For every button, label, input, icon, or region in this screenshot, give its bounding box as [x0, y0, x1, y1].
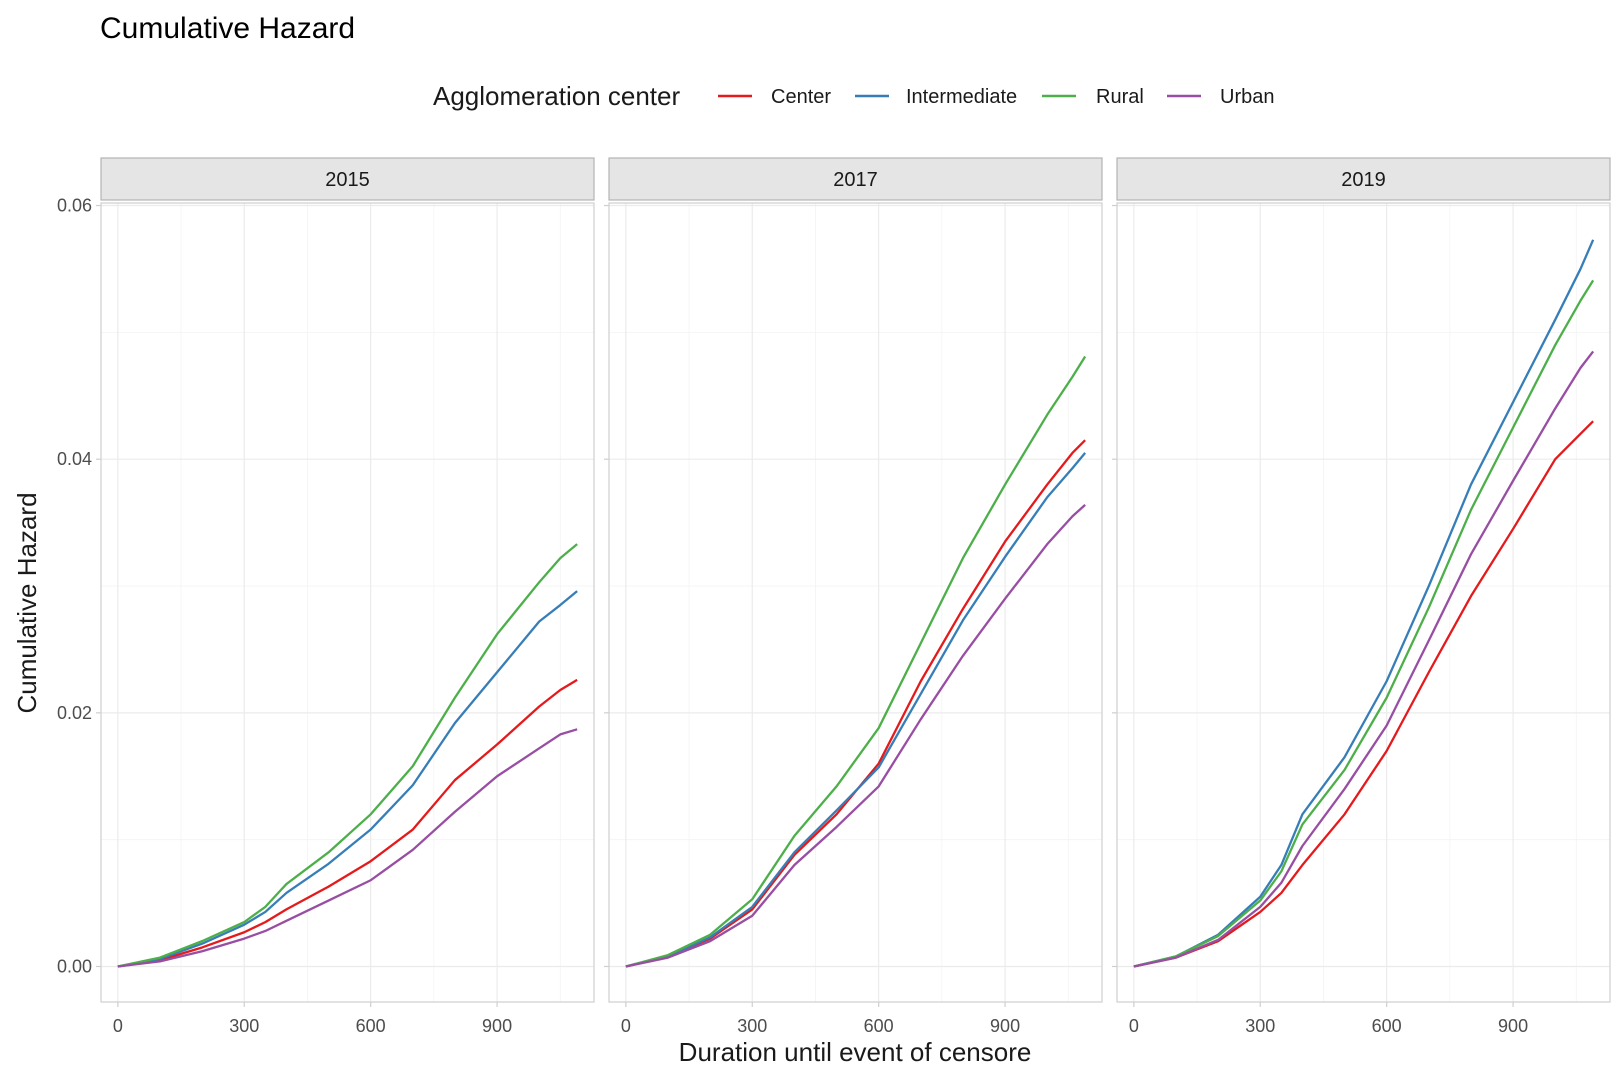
series-line-2015-intermediate: [117, 590, 578, 968]
y-tick-label: 0.02: [57, 703, 92, 723]
legend-label-center: Center: [771, 86, 831, 108]
facet-panels: 2015 0 300 600 900 0.00 0.02 0.04 0.06 2017 0 300 60…: [57, 157, 1611, 1036]
x-tick-label: 0: [113, 1016, 123, 1036]
y-tick-label: 0.06: [57, 196, 92, 216]
legend-item-rural: Rural: [1042, 86, 1144, 108]
panel-border-2017: [608, 202, 1103, 1003]
x-tick-label: 600: [1372, 1016, 1402, 1036]
facet-panel-2017: 2017 0 300 600 900: [604, 157, 1103, 1036]
panel-border-2015: [100, 202, 595, 1003]
series-line-2015-urban: [117, 728, 578, 968]
series-line-2017-intermediate: [625, 452, 1087, 968]
legend-item-center: Center: [718, 86, 831, 108]
legend-title: Agglomeration center: [433, 81, 680, 111]
x-tick-label: 300: [737, 1016, 767, 1036]
facet-strip-label-2019: 2019: [1341, 169, 1386, 191]
series-line-2015-center: [117, 678, 578, 968]
series-line-2017-urban: [625, 503, 1086, 968]
x-tick-label: 0: [1129, 1016, 1139, 1036]
facet-panel-2019: 2019 0 300 600 900: [1112, 157, 1611, 1036]
panel-border-2019: [1116, 202, 1611, 1003]
legend-label-intermediate: Intermediate: [906, 86, 1017, 108]
series-line-2017-center: [625, 439, 1086, 968]
y-tick-label: 0.04: [57, 449, 92, 469]
legend-item-intermediate: Intermediate: [855, 86, 1017, 108]
chart-title: Cumulative Hazard: [100, 12, 355, 45]
x-tick-label: 600: [864, 1016, 894, 1036]
series-line-2017-rural: [625, 355, 1087, 968]
facet-strip-label-2017: 2017: [833, 169, 878, 191]
legend: Agglomeration center Center Intermediate R…: [433, 81, 1274, 111]
facet-strip-2017: [608, 157, 1103, 201]
x-tick-label: 300: [1245, 1016, 1275, 1036]
x-tick-label: 900: [482, 1016, 512, 1036]
x-tick-label: 900: [1498, 1016, 1528, 1036]
legend-item-urban: Urban: [1167, 86, 1274, 108]
series-line-2019-intermediate: [1133, 239, 1595, 968]
y-axis-title: Cumulative Hazard: [12, 492, 42, 713]
series-line-2019-urban: [1133, 350, 1595, 968]
facet-strip-2015: [100, 157, 595, 201]
legend-label-urban: Urban: [1220, 86, 1274, 108]
legend-label-rural: Rural: [1096, 86, 1144, 108]
facet-strip-2019: [1116, 157, 1611, 201]
facet-panel-2015: 2015 0 300 600 900 0.00 0.02 0.04 0.06: [57, 157, 595, 1036]
series-line-2019-center: [1133, 420, 1594, 968]
series-line-2015-rural: [117, 543, 578, 968]
y-tick-label: 0.00: [57, 956, 92, 976]
x-axis-title: Duration until event of censore: [679, 1037, 1032, 1067]
x-tick-label: 0: [621, 1016, 631, 1036]
x-tick-label: 600: [356, 1016, 386, 1036]
series-line-2019-rural: [1133, 279, 1595, 968]
facet-strip-label-2015: 2015: [325, 169, 370, 191]
x-tick-label: 300: [229, 1016, 259, 1036]
x-tick-label: 900: [990, 1016, 1020, 1036]
